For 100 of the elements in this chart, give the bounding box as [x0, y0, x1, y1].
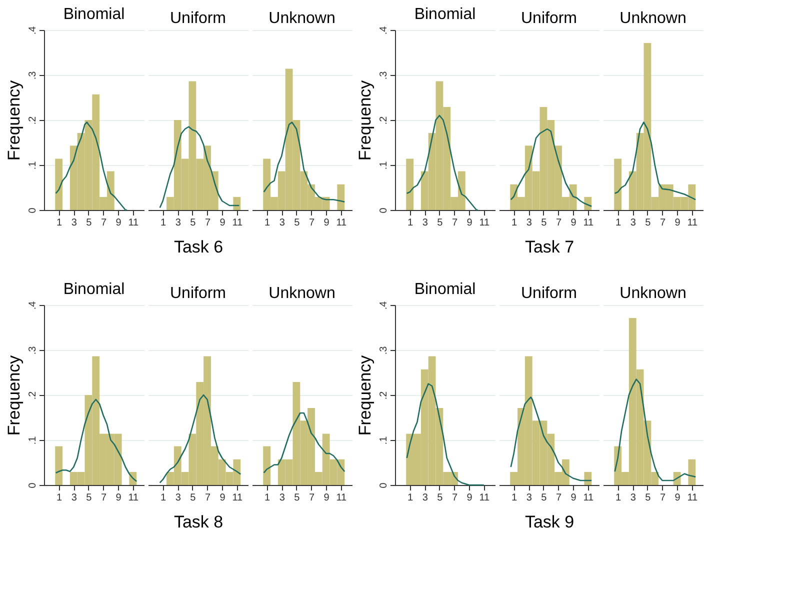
x-tick-label: 7: [204, 492, 211, 504]
x-tick-label: 3: [279, 492, 286, 504]
x-tick-label: 7: [556, 218, 562, 228]
y-tick-label: .1: [378, 436, 390, 445]
x-tick-label: 7: [100, 218, 107, 228]
x-tick-label: 5: [437, 492, 444, 504]
chart-title: Binomial: [414, 6, 476, 23]
x-tick-label: 3: [630, 492, 636, 504]
x-tick-label: 1: [160, 492, 167, 504]
x-tick-label: 7: [100, 492, 107, 504]
x-tick-label: 3: [71, 492, 78, 504]
x-tick-label: 3: [630, 218, 636, 228]
y-tick-label: 0: [378, 482, 390, 488]
chart-title: Unknown: [620, 10, 686, 27]
y-tick-label: 0: [28, 482, 38, 488]
x-tick-label: 11: [583, 492, 594, 504]
line-series: [55, 122, 128, 211]
x-tick-label: 3: [422, 492, 428, 504]
x-tick-label: 9: [674, 492, 681, 504]
x-tick-label: 1: [160, 218, 167, 228]
x-tick-label: 11: [128, 218, 140, 228]
y-tick-label: .3: [378, 346, 390, 355]
x-tick-label: 3: [526, 218, 532, 228]
x-tick-label: 5: [541, 492, 548, 504]
x-tick-label: 1: [264, 492, 271, 504]
y-axis-title: Frequency: [4, 354, 24, 436]
y-tick-label: .2: [28, 116, 38, 125]
chart-title: Binomial: [63, 6, 125, 23]
x-tick-label: 9: [324, 218, 330, 228]
x-tick-label: 11: [232, 492, 244, 504]
x-tick-label: 11: [232, 218, 244, 228]
x-tick-label: 9: [466, 218, 473, 228]
x-tick-label: 5: [190, 218, 196, 228]
y-tick-label: .4: [378, 300, 390, 310]
x-tick-label: 3: [175, 218, 182, 228]
y-axis-title: Frequency: [356, 354, 374, 436]
x-tick-label: 5: [86, 218, 92, 228]
x-tick-label: 9: [220, 492, 226, 504]
x-tick-label: 9: [674, 218, 681, 228]
x-tick-label: 1: [408, 492, 414, 504]
x-axis-title: Task 9: [524, 512, 574, 532]
x-axis-title: Task 8: [174, 512, 224, 532]
x-tick-label: 9: [570, 218, 577, 228]
y-tick-label: .1: [28, 160, 38, 170]
x-tick-label: 11: [687, 492, 698, 504]
y-axis-title: Frequency: [4, 80, 24, 161]
x-tick-label: 11: [479, 218, 490, 228]
x-tick-label: 1: [616, 218, 622, 228]
x-tick-label: 1: [56, 492, 63, 504]
line-series: [406, 383, 485, 486]
x-tick-label: 7: [308, 218, 315, 228]
x-tick-label: 5: [437, 218, 444, 228]
x-tick-label: 7: [452, 492, 458, 504]
x-tick-label: 9: [116, 492, 122, 504]
x-tick-label: 3: [422, 218, 428, 228]
x-tick-label: 5: [645, 218, 652, 228]
chart-title: Uniform: [170, 285, 226, 302]
chart-title: Binomial: [63, 280, 125, 298]
x-tick-label: 5: [190, 492, 196, 504]
y-tick-label: 0: [378, 207, 390, 214]
y-tick-label: .3: [28, 346, 38, 355]
x-tick-label: 3: [526, 492, 532, 504]
y-tick-label: .2: [28, 390, 38, 400]
chart-title: Unknown: [268, 285, 336, 302]
chart-title: Unknown: [620, 285, 686, 302]
y-tick-label: .1: [28, 436, 38, 445]
chart-title: Uniform: [170, 10, 226, 27]
x-tick-label: 7: [660, 218, 666, 228]
x-tick-label: 9: [116, 218, 122, 228]
line-series: [406, 114, 479, 211]
x-tick-label: 3: [279, 218, 286, 228]
x-tick-label: 1: [512, 218, 518, 228]
x-tick-label: 1: [56, 218, 63, 228]
chart-title: Binomial: [414, 280, 476, 298]
x-tick-label: 5: [86, 492, 92, 504]
y-tick-label: .4: [378, 26, 390, 35]
x-tick-label: 1: [264, 218, 271, 228]
y-tick-label: .2: [378, 390, 390, 400]
y-tick-label: .2: [378, 116, 390, 125]
x-tick-label: 1: [408, 218, 414, 228]
x-tick-label: 1: [512, 492, 518, 504]
x-tick-label: 9: [220, 218, 226, 228]
y-tick-label: .4: [28, 26, 38, 35]
x-tick-label: 3: [175, 492, 182, 504]
x-tick-label: 7: [452, 218, 458, 228]
y-tick-label: .3: [378, 70, 390, 80]
chart-title: Uniform: [520, 10, 578, 27]
x-tick-label: 7: [308, 492, 315, 504]
x-tick-label: 9: [570, 492, 577, 504]
x-tick-label: 5: [294, 218, 300, 228]
x-tick-label: 5: [645, 492, 652, 504]
y-tick-label: .1: [378, 160, 390, 170]
chart-title: Uniform: [520, 285, 578, 302]
x-axis-title: Task 6: [174, 238, 224, 256]
x-tick-label: 3: [71, 218, 78, 228]
x-tick-label: 5: [541, 218, 548, 228]
x-tick-label: 11: [128, 492, 140, 504]
x-tick-label: 11: [479, 492, 490, 504]
x-tick-label: 1: [616, 492, 622, 504]
x-tick-label: 11: [687, 218, 698, 228]
